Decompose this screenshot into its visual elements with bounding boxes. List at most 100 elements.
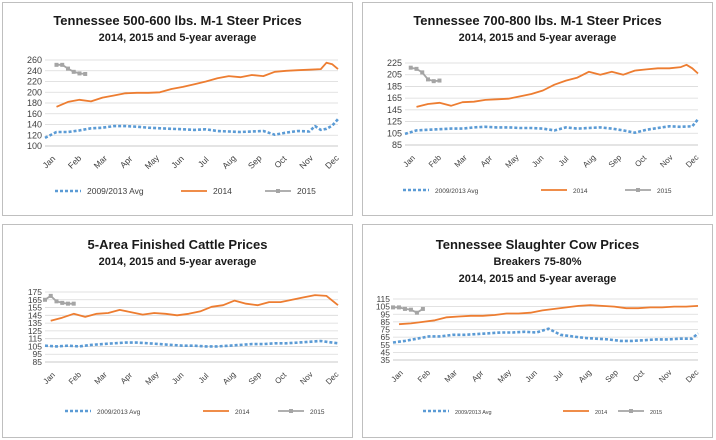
data-point — [391, 305, 395, 310]
x-tick-label: Oct — [273, 370, 289, 386]
chart-panel-steer-700-800: Tennessee 700-800 lbs. M-1 Steer Prices … — [362, 2, 713, 216]
chart-title: Tennessee 500-600 lbs. M-1 Steer Prices — [53, 13, 302, 28]
legend-marker — [276, 189, 280, 193]
y-tick-label: 145 — [387, 105, 402, 115]
legend-label: 2015 — [310, 409, 325, 416]
y-tick-label: 175 — [28, 287, 42, 297]
legend-marker — [629, 409, 633, 413]
x-tick-label: Oct — [272, 153, 289, 170]
data-point — [60, 300, 65, 305]
series-line — [398, 304, 699, 326]
data-point — [402, 306, 407, 311]
x-tick-label: Jan — [401, 153, 416, 168]
legend-label: 2014 — [595, 410, 607, 416]
x-tick-label: Dec — [323, 152, 341, 170]
data-point — [408, 65, 413, 70]
y-tick-label: 95 — [33, 349, 43, 359]
x-tick-label: Jun — [169, 153, 186, 170]
data-point — [77, 71, 82, 76]
data-point — [396, 305, 401, 310]
legend-label: 2014 — [213, 186, 232, 196]
data-point — [431, 79, 436, 84]
x-tick-label: Dec — [684, 153, 700, 169]
x-tick-label: Oct — [633, 153, 649, 169]
y-tick-label: 200 — [27, 87, 42, 97]
legend-label: 2009/2013 Avg — [97, 409, 141, 416]
y-tick-label: 185 — [387, 81, 402, 91]
legend-label: 2015 — [650, 410, 662, 416]
x-tick-label: Nov — [297, 152, 315, 170]
y-tick-label: 85 — [392, 140, 402, 150]
data-point — [425, 77, 430, 82]
data-point — [65, 66, 70, 71]
x-tick-label: Sep — [607, 153, 624, 170]
data-point — [414, 66, 419, 71]
x-tick-label: Apr — [118, 154, 135, 171]
x-tick-label: Dec — [684, 368, 700, 384]
x-tick-label: Feb — [66, 153, 84, 171]
y-tick-label: 260 — [27, 55, 42, 65]
data-point — [83, 71, 88, 76]
series-line — [416, 63, 699, 108]
y-tick-label: 100 — [27, 141, 42, 151]
x-tick-label: Jul — [551, 369, 565, 383]
x-tick-label: Aug — [221, 370, 237, 386]
data-point — [54, 299, 59, 304]
data-point — [65, 301, 70, 306]
x-tick-label: May — [143, 152, 162, 171]
y-tick-label: 240 — [27, 66, 42, 76]
chart-title: 5-Area Finished Cattle Prices — [87, 237, 268, 252]
x-tick-label: Feb — [416, 368, 433, 385]
series-line — [44, 339, 339, 348]
x-tick-label: Mar — [92, 153, 110, 171]
data-point — [54, 62, 59, 67]
y-tick-label: 45 — [381, 347, 391, 357]
chart-title: Tennessee 700-800 lbs. M-1 Steer Prices — [413, 13, 662, 28]
chart-subtitle-2: 2014, 2015 and 5-year average — [458, 273, 617, 285]
legend-label: 2014 — [573, 188, 588, 195]
data-point — [420, 306, 425, 311]
y-tick-label: 160 — [27, 109, 42, 119]
data-point — [71, 69, 76, 74]
data-point — [408, 307, 413, 312]
x-tick-label: Aug — [220, 153, 238, 171]
series-line — [56, 61, 339, 108]
x-tick-label: Mar — [453, 153, 469, 169]
x-tick-label: Dec — [324, 370, 340, 386]
x-tick-label: Jan — [40, 153, 57, 170]
y-tick-label: 85 — [33, 357, 43, 367]
x-tick-label: Apr — [470, 368, 485, 383]
x-tick-label: Jun — [524, 368, 539, 383]
y-tick-label: 115 — [28, 334, 42, 344]
chart-panel-slaughter-cow: Tennessee Slaughter Cow Prices Breakers … — [362, 224, 713, 438]
series-line — [392, 327, 699, 344]
data-point — [48, 293, 53, 298]
y-tick-label: 105 — [28, 341, 42, 351]
legend-label: 2009/2013 Avg — [435, 188, 479, 195]
x-tick-label: Jul — [197, 371, 211, 385]
x-tick-label: Oct — [631, 368, 647, 384]
x-tick-label: May — [504, 153, 521, 170]
y-tick-label: 120 — [27, 130, 42, 140]
y-tick-label: 125 — [28, 326, 42, 336]
y-tick-label: 165 — [387, 93, 402, 103]
y-tick-label: 180 — [27, 98, 42, 108]
y-tick-label: 155 — [28, 303, 42, 313]
y-tick-label: 140 — [27, 120, 42, 130]
chart-subtitle: 2014, 2015 and 5-year average — [458, 32, 617, 44]
series-line — [404, 118, 700, 136]
chart-panel-steer-500-600: Tennessee 500-600 lbs. M-1 Steer Prices … — [2, 2, 353, 216]
y-tick-label: 135 — [28, 318, 42, 328]
legend-label: 2009/2013 Avg — [455, 410, 492, 416]
legend-label: 2009/2013 Avg — [87, 186, 144, 196]
legend-label: 2015 — [297, 186, 316, 196]
x-tick-label: May — [144, 370, 161, 387]
x-tick-label: Aug — [581, 153, 597, 169]
x-tick-label: Jun — [530, 153, 545, 168]
legend-marker — [289, 409, 293, 413]
x-tick-label: Jan — [41, 370, 56, 385]
x-tick-label: Jun — [170, 370, 185, 385]
